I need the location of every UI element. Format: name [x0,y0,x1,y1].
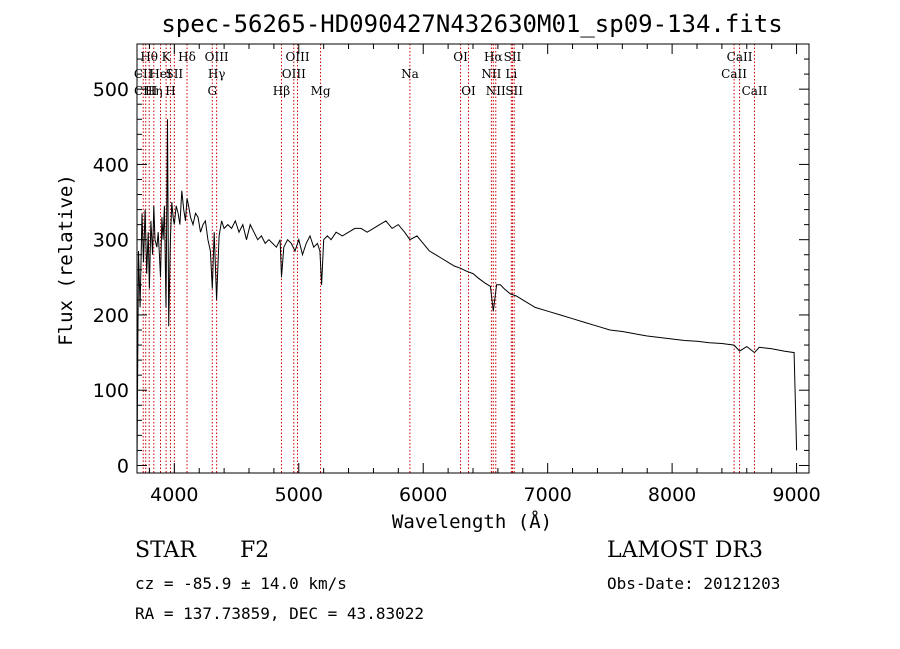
line-marker-label: CaII [742,84,768,98]
line-marker-label: NII [486,84,506,98]
spectrum-line [136,119,798,466]
line-marker-label: OI [453,50,468,64]
line-marker-label: OIII [205,50,229,64]
redshift-velocity: cz = -85.9 ± 14.0 km/s [135,574,347,593]
line-marker-label: CaII [727,50,753,64]
line-markers [142,44,755,473]
y-tick-label: 400 [93,154,129,176]
line-marker-label: SII [505,84,523,98]
x-tick-label: 4000 [150,484,198,506]
line-marker-label: SII [504,50,522,64]
object-class: STAR [135,538,196,563]
line-marker-label: OIII [286,50,310,64]
x-tick-label: 8000 [648,484,696,506]
coordinates: RA = 137.73859, DEC = 43.83022 [135,604,424,623]
observation-date: Obs-Date: 20121203 [607,574,781,593]
line-marker-label: SII [165,67,183,81]
line-marker-label: Li [505,67,517,81]
line-marker-label: CaII [721,67,747,81]
line-marker-label: Na [401,67,419,81]
line-marker-label: OIII [282,67,306,81]
x-tick-label: 9000 [772,484,820,506]
x-axis-label: Wavelength (Å) [392,510,552,533]
x-tick-label: 6000 [399,484,447,506]
line-marker-label: Hγ [208,67,226,81]
line-marker-label: CII [134,67,153,81]
line-marker-label: K [162,50,172,64]
x-axis-ticks: 4000 5000 6000 7000 8000 9000 [148,44,821,506]
y-tick-label: 300 [93,230,129,252]
y-axis-ticks: 0 100 200 300 400 500 [93,58,809,477]
line-marker-label: Hθ [140,50,158,64]
line-marker-label: NII [481,67,501,81]
line-marker-label: HeI [149,67,172,81]
plot-frame [136,43,810,474]
line-marker-label: Hα [484,50,503,64]
chart-title: spec-56265-HD090427N432630M01_sp09-134.f… [161,10,782,38]
line-marker-label: G [207,84,217,98]
x-tick-label: 7000 [523,484,571,506]
line-marker-label: Hδ [178,50,196,64]
y-tick-label: 0 [117,455,129,477]
y-axis-label: Flux (relative) [55,174,77,346]
y-tick-label: 500 [93,79,129,101]
survey-name: LAMOST DR3 [607,538,763,563]
line-marker-label: Mg [311,84,331,98]
line-marker-label: CIII [134,84,158,98]
line-marker-label: Hη [145,84,163,98]
y-tick-label: 100 [93,380,129,402]
y-tick-label: 200 [93,305,129,327]
spectral-subclass: F2 [240,538,270,563]
line-marker-label: OI [461,84,476,98]
line-marker-label: Hβ [273,84,290,98]
line-marker-label: H [165,84,175,98]
x-tick-label: 5000 [275,484,323,506]
